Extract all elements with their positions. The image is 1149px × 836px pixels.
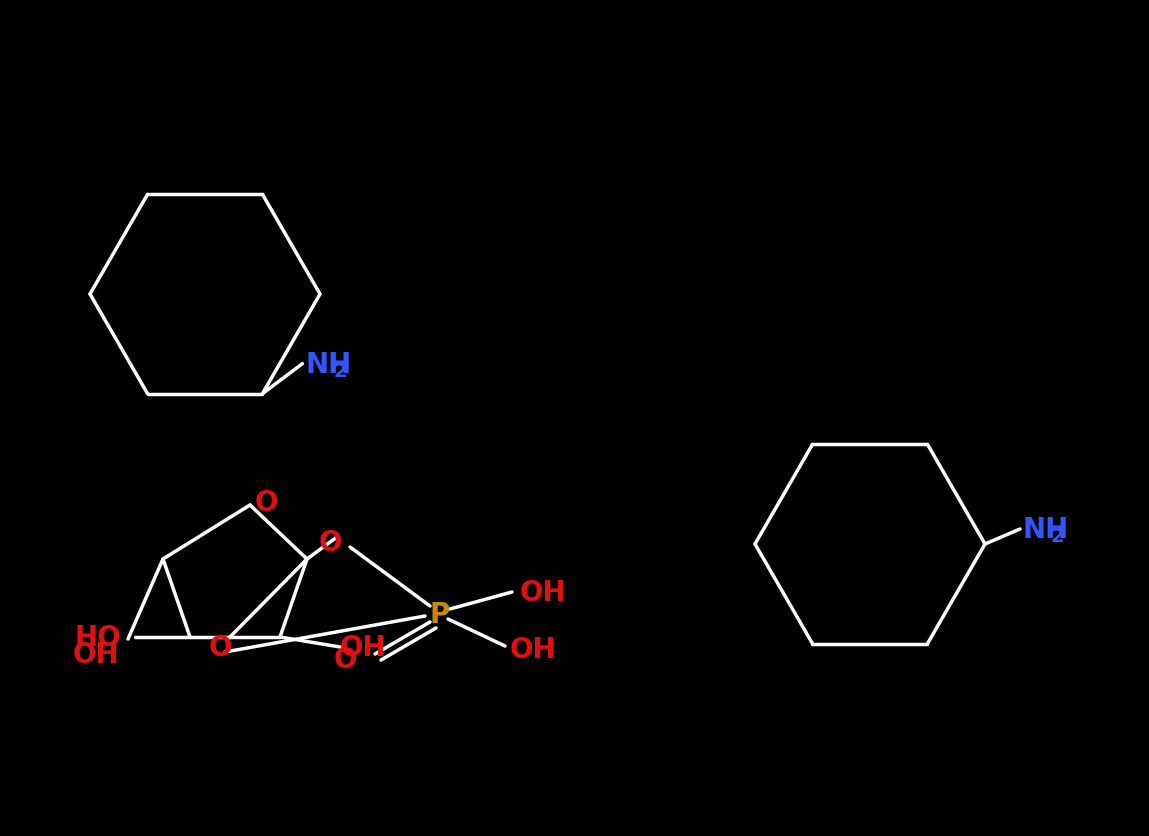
Text: O: O [333, 645, 356, 673]
Text: 2: 2 [333, 362, 347, 380]
Text: P: P [430, 600, 450, 628]
Text: O: O [255, 488, 278, 517]
Text: OH: OH [510, 635, 556, 663]
Text: NH: NH [306, 350, 352, 378]
Text: NH: NH [1023, 515, 1070, 543]
Text: 2: 2 [1051, 527, 1065, 546]
Text: HO: HO [75, 624, 122, 651]
Text: O: O [208, 633, 232, 661]
Text: O: O [318, 528, 341, 556]
Text: OH: OH [340, 633, 386, 661]
Text: OH: OH [74, 640, 119, 668]
Text: OH: OH [520, 579, 566, 606]
